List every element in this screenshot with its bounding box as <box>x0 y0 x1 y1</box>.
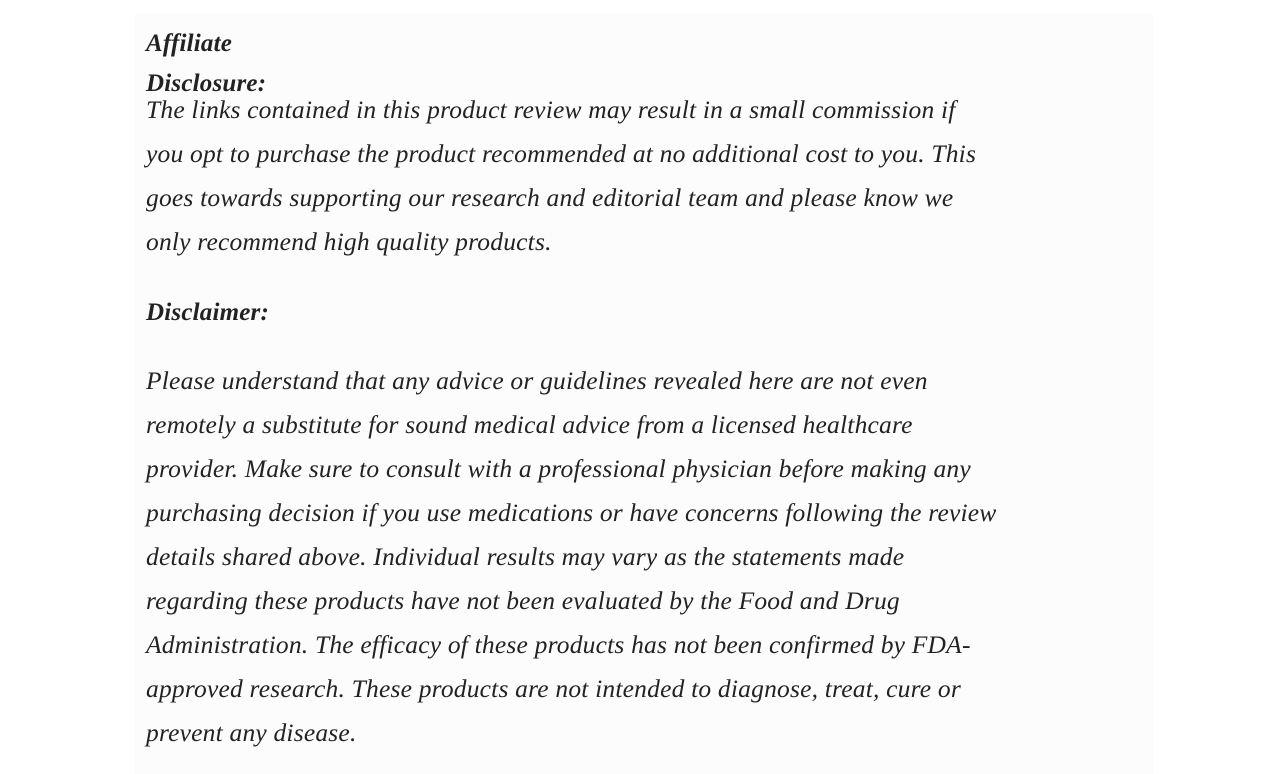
affiliate-disclosure-text: The links contained in this product revi… <box>146 88 976 264</box>
text-line: remotely a substitute for sound medical … <box>146 410 913 439</box>
text-line: only recommend high quality products. <box>146 227 552 256</box>
text-line: goes towards supporting our research and… <box>146 183 954 212</box>
text-line: purchasing decision if you use medicatio… <box>146 498 997 527</box>
text-line: you opt to purchase the product recommen… <box>146 139 977 168</box>
text-line: regarding these products have not been e… <box>146 586 900 615</box>
text-line: Please understand that any advice or gui… <box>146 366 928 395</box>
text-line: details shared above. Individual results… <box>146 542 905 571</box>
text-line: prevent any disease. <box>146 718 357 747</box>
text-line: Administration. The efficacy of these pr… <box>146 630 971 659</box>
disclosure-container <box>135 14 1153 774</box>
text-line: approved research. These products are no… <box>146 674 961 703</box>
disclaimer-text: Please understand that any advice or gui… <box>146 359 997 755</box>
affiliate-disclosure-heading: Affiliate Disclosure: <box>146 30 267 97</box>
text-line: The links contained in this product revi… <box>146 95 956 124</box>
disclaimer-heading: Disclaimer: <box>146 299 270 326</box>
text-line: provider. Make sure to consult with a pr… <box>146 454 971 483</box>
